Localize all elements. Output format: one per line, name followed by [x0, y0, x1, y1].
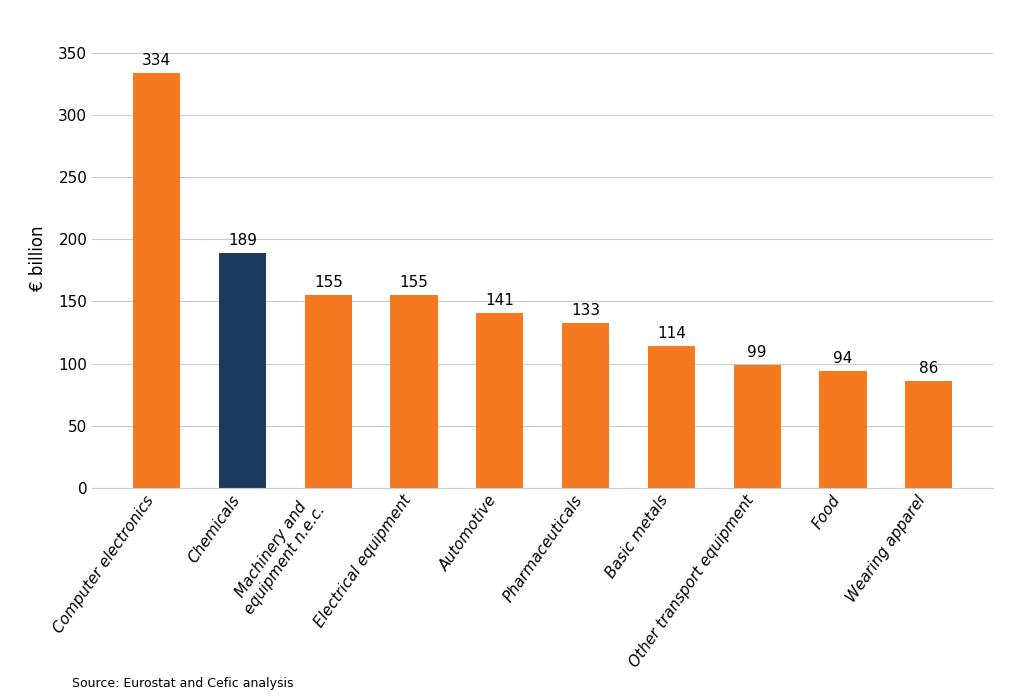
Text: 334: 334 [142, 53, 171, 68]
Text: 155: 155 [399, 275, 428, 290]
Bar [819, 371, 866, 488]
Bar [648, 346, 695, 488]
Text: 94: 94 [834, 351, 853, 366]
Text: Source: Eurostat and Cefic analysis: Source: Eurostat and Cefic analysis [72, 677, 293, 690]
Bar [905, 381, 952, 488]
Bar [133, 72, 180, 488]
Text: 141: 141 [485, 293, 514, 307]
Text: 114: 114 [657, 326, 686, 342]
Text: 99: 99 [748, 345, 767, 360]
Bar [562, 323, 609, 488]
Bar [476, 312, 523, 488]
Text: 86: 86 [920, 361, 938, 376]
Text: 133: 133 [571, 302, 600, 318]
Text: 155: 155 [313, 275, 343, 290]
Text: 189: 189 [228, 233, 257, 248]
Bar [305, 296, 352, 488]
Bar [733, 365, 780, 488]
Bar [390, 296, 437, 488]
Y-axis label: € billion: € billion [30, 225, 47, 291]
Bar [219, 253, 266, 488]
